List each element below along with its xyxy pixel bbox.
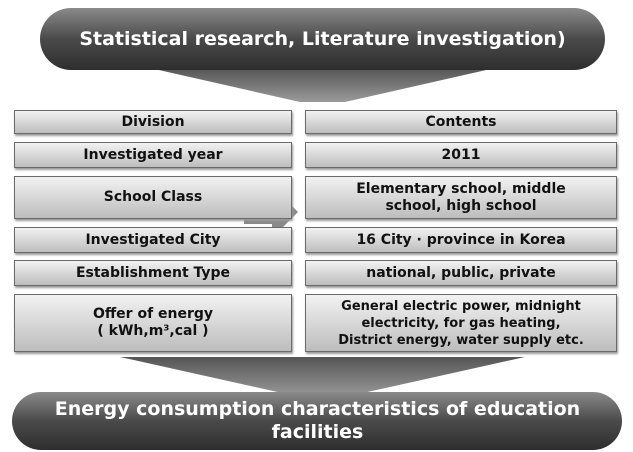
footer-pill — [12, 392, 622, 450]
cell-text: Contents — [425, 113, 497, 130]
right-cell: Contents — [305, 110, 617, 134]
cell-text: School Class — [103, 189, 203, 205]
cell-text: 16 City · province in Korea — [356, 231, 566, 248]
cell-text: national, public, private — [366, 264, 556, 281]
cell-text: District energy, water supply etc. — [338, 332, 584, 348]
left-cell: Investigated City — [14, 227, 292, 253]
header-title: Statistical research, Literature investi… — [79, 28, 566, 50]
right-cell: General electric power, midnight electric… — [305, 294, 617, 352]
left-cell: School Class — [14, 176, 292, 219]
right-cell: Elementary school, middle school, high sc… — [305, 176, 617, 219]
cell-text: 2011 — [441, 146, 481, 163]
cell-text: Division — [121, 113, 185, 130]
funnel-bottom — [120, 357, 525, 397]
right-cell: 16 City · province in Korea — [305, 227, 617, 253]
cell-text: Investigated year — [83, 146, 223, 163]
right-cell: national, public, private — [305, 260, 617, 286]
left-cell: Offer of energy( kWh,m³,cal ) — [14, 294, 292, 352]
left-cell: Investigated year — [14, 142, 292, 168]
footer-title: Energy consumption characteristics of ed… — [54, 398, 581, 443]
left-cell: Division — [14, 110, 292, 134]
right-cell: 2011 — [305, 142, 617, 168]
cell-text: General electric power, midnight — [341, 298, 581, 314]
cell-text: school, high school — [385, 197, 537, 214]
cell-text: Elementary school, middle — [356, 180, 566, 197]
cell-text: Offer of energy — [92, 306, 214, 322]
cell-text: ( kWh,m³,cal ) — [97, 323, 209, 339]
cell-text: Establishment Type — [75, 264, 231, 281]
left-cell: Establishment Type — [14, 260, 292, 286]
cell-text: electricity, for gas heating, — [361, 315, 561, 331]
cell-text: Investigated City — [85, 231, 221, 248]
funnel-top — [150, 68, 495, 102]
header-pill — [40, 8, 605, 70]
